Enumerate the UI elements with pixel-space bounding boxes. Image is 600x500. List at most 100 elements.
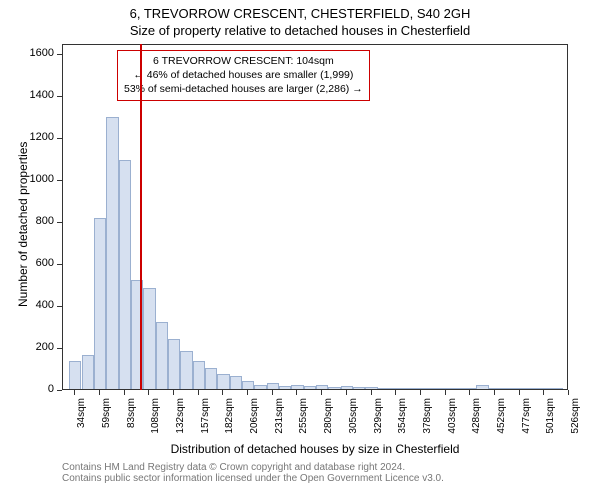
x-tick-label: 501sqm: [545, 398, 556, 448]
histogram-bar: [291, 385, 303, 389]
histogram-bar: [378, 388, 390, 389]
info-box-line1: 6 TREVORROW CRESCENT: 104sqm: [124, 54, 363, 68]
histogram-bar: [205, 368, 217, 389]
x-tick-label: 452sqm: [496, 398, 507, 448]
x-axis-label: Distribution of detached houses by size …: [62, 442, 568, 456]
x-tick-label: 305sqm: [348, 398, 359, 448]
chart-title-address: 6, TREVORROW CRESCENT, CHESTERFIELD, S40…: [0, 0, 600, 21]
property-marker-line: [140, 44, 142, 390]
x-tick-mark: [519, 390, 520, 395]
histogram-bar: [513, 388, 525, 389]
histogram-bar: [82, 355, 94, 389]
histogram-bar: [267, 383, 279, 389]
y-tick-mark: [57, 96, 62, 97]
y-tick-mark: [57, 306, 62, 307]
x-tick-mark: [371, 390, 372, 395]
y-tick-label: 600: [22, 257, 54, 269]
y-tick-label: 200: [22, 341, 54, 353]
x-tick-label: 83sqm: [126, 398, 137, 448]
histogram-bar: [106, 117, 118, 389]
x-tick-mark: [148, 390, 149, 395]
histogram-bar: [402, 388, 414, 389]
histogram-bar: [476, 385, 488, 389]
x-tick-mark: [296, 390, 297, 395]
histogram-bar: [452, 388, 464, 389]
x-tick-mark: [568, 390, 569, 395]
attribution-text: Contains HM Land Registry data © Crown c…: [62, 462, 444, 484]
histogram-bar: [304, 386, 316, 389]
histogram-bar: [94, 218, 106, 389]
y-tick-mark: [57, 54, 62, 55]
x-tick-mark: [494, 390, 495, 395]
x-tick-mark: [346, 390, 347, 395]
histogram-bar: [230, 376, 242, 389]
attribution-line2: Contains public sector information licen…: [62, 473, 444, 484]
x-tick-mark: [247, 390, 248, 395]
x-tick-label: 157sqm: [200, 398, 211, 448]
x-tick-mark: [222, 390, 223, 395]
info-box-line2: ← 46% of detached houses are smaller (1,…: [124, 68, 363, 82]
x-tick-mark: [395, 390, 396, 395]
x-tick-label: 132sqm: [175, 398, 186, 448]
x-tick-label: 378sqm: [422, 398, 433, 448]
histogram-bar: [156, 322, 168, 389]
x-tick-mark: [198, 390, 199, 395]
histogram-bar: [316, 385, 328, 389]
x-tick-label: 59sqm: [101, 398, 112, 448]
chart-subtitle: Size of property relative to detached ho…: [0, 21, 600, 42]
histogram-bar: [254, 385, 266, 389]
x-tick-label: 403sqm: [447, 398, 458, 448]
histogram-bar: [143, 288, 155, 389]
y-tick-label: 1400: [22, 89, 54, 101]
x-tick-label: 280sqm: [323, 398, 334, 448]
x-tick-label: 329sqm: [373, 398, 384, 448]
histogram-bar: [168, 339, 180, 389]
x-tick-mark: [124, 390, 125, 395]
x-tick-label: 231sqm: [274, 398, 285, 448]
attribution-line1: Contains HM Land Registry data © Crown c…: [62, 462, 444, 473]
y-tick-label: 400: [22, 299, 54, 311]
histogram-bar: [217, 374, 229, 389]
x-tick-label: 526sqm: [570, 398, 581, 448]
histogram-bar: [328, 387, 340, 389]
y-tick-label: 800: [22, 215, 54, 227]
y-tick-mark: [57, 390, 62, 391]
x-tick-mark: [469, 390, 470, 395]
property-info-box: 6 TREVORROW CRESCENT: 104sqm ← 46% of de…: [117, 50, 370, 101]
histogram-bar: [464, 388, 476, 389]
info-box-line3: 53% of semi-detached houses are larger (…: [124, 82, 363, 96]
y-tick-mark: [57, 180, 62, 181]
x-tick-mark: [543, 390, 544, 395]
histogram-bar: [279, 386, 291, 389]
x-tick-mark: [99, 390, 100, 395]
x-tick-mark: [272, 390, 273, 395]
histogram-bar: [341, 386, 353, 389]
x-tick-mark: [74, 390, 75, 395]
histogram-bar: [501, 388, 513, 389]
histogram-bar: [390, 388, 402, 389]
histogram-bar: [180, 351, 192, 389]
histogram-bar: [526, 388, 538, 389]
histogram-bar: [119, 160, 131, 389]
x-tick-label: 34sqm: [76, 398, 87, 448]
x-tick-label: 477sqm: [521, 398, 532, 448]
x-tick-label: 255sqm: [298, 398, 309, 448]
x-tick-mark: [173, 390, 174, 395]
histogram-bar: [242, 381, 254, 389]
y-tick-mark: [57, 348, 62, 349]
histogram-bar: [489, 388, 501, 389]
histogram-bar: [550, 388, 562, 389]
y-tick-mark: [57, 264, 62, 265]
x-tick-label: 206sqm: [249, 398, 260, 448]
histogram-bar: [427, 388, 439, 389]
y-tick-label: 1200: [22, 131, 54, 143]
histogram-bar: [439, 388, 451, 389]
y-tick-mark: [57, 138, 62, 139]
x-tick-label: 108sqm: [150, 398, 161, 448]
y-tick-mark: [57, 222, 62, 223]
x-tick-label: 354sqm: [397, 398, 408, 448]
histogram-bar: [365, 387, 377, 389]
histogram-bar: [193, 361, 205, 389]
y-tick-label: 1000: [22, 173, 54, 185]
x-tick-label: 182sqm: [224, 398, 235, 448]
